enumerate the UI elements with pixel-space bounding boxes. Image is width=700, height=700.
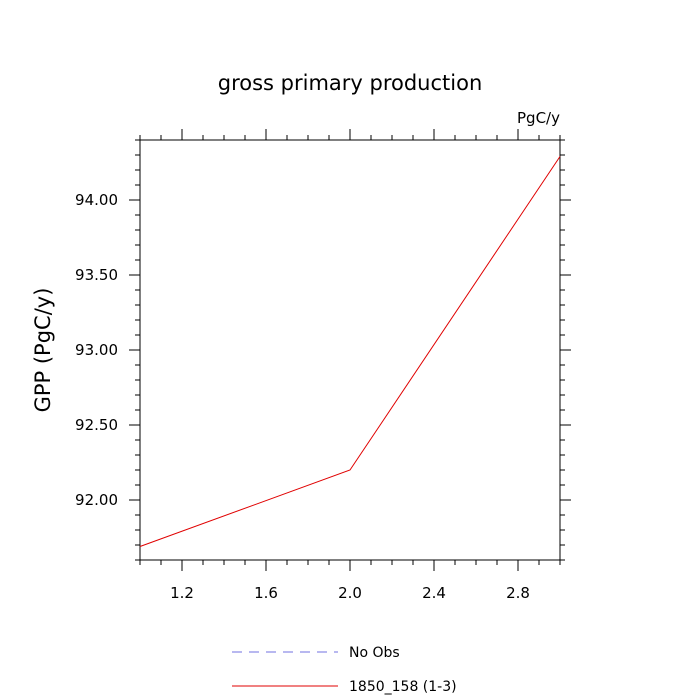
legend-label: 1850_158 (1-3) (349, 679, 457, 695)
y-tick-label: 94.00 (75, 191, 118, 209)
x-tick-label: 2.0 (338, 584, 362, 602)
y-tick-label: 93.50 (75, 266, 118, 284)
x-tick-label: 1.2 (170, 584, 194, 602)
legend-label: No Obs (349, 645, 400, 661)
y-axis-label: GPP (PgC/y) (31, 288, 55, 413)
x-tick-label: 2.4 (422, 584, 446, 602)
series-line (139, 156, 561, 547)
x-tick-label: 2.8 (506, 584, 530, 602)
legend: No Obs 1850_158 (1-3) (232, 645, 457, 695)
axis-tick-labels: 1.2 1.6 2.0 2.4 2.8 92.00 92.50 93.00 93.50 94.00 (75, 191, 530, 602)
series-layer (139, 156, 561, 547)
axis-ticks (129, 129, 571, 571)
y-tick-label: 93.00 (75, 341, 118, 359)
units-label: PgC/y (517, 109, 560, 127)
chart-title: gross primary production (218, 71, 483, 95)
y-tick-label: 92.00 (75, 491, 118, 509)
plot-frame (139, 139, 561, 561)
y-tick-label: 92.50 (75, 416, 118, 434)
x-tick-label: 1.6 (254, 584, 278, 602)
